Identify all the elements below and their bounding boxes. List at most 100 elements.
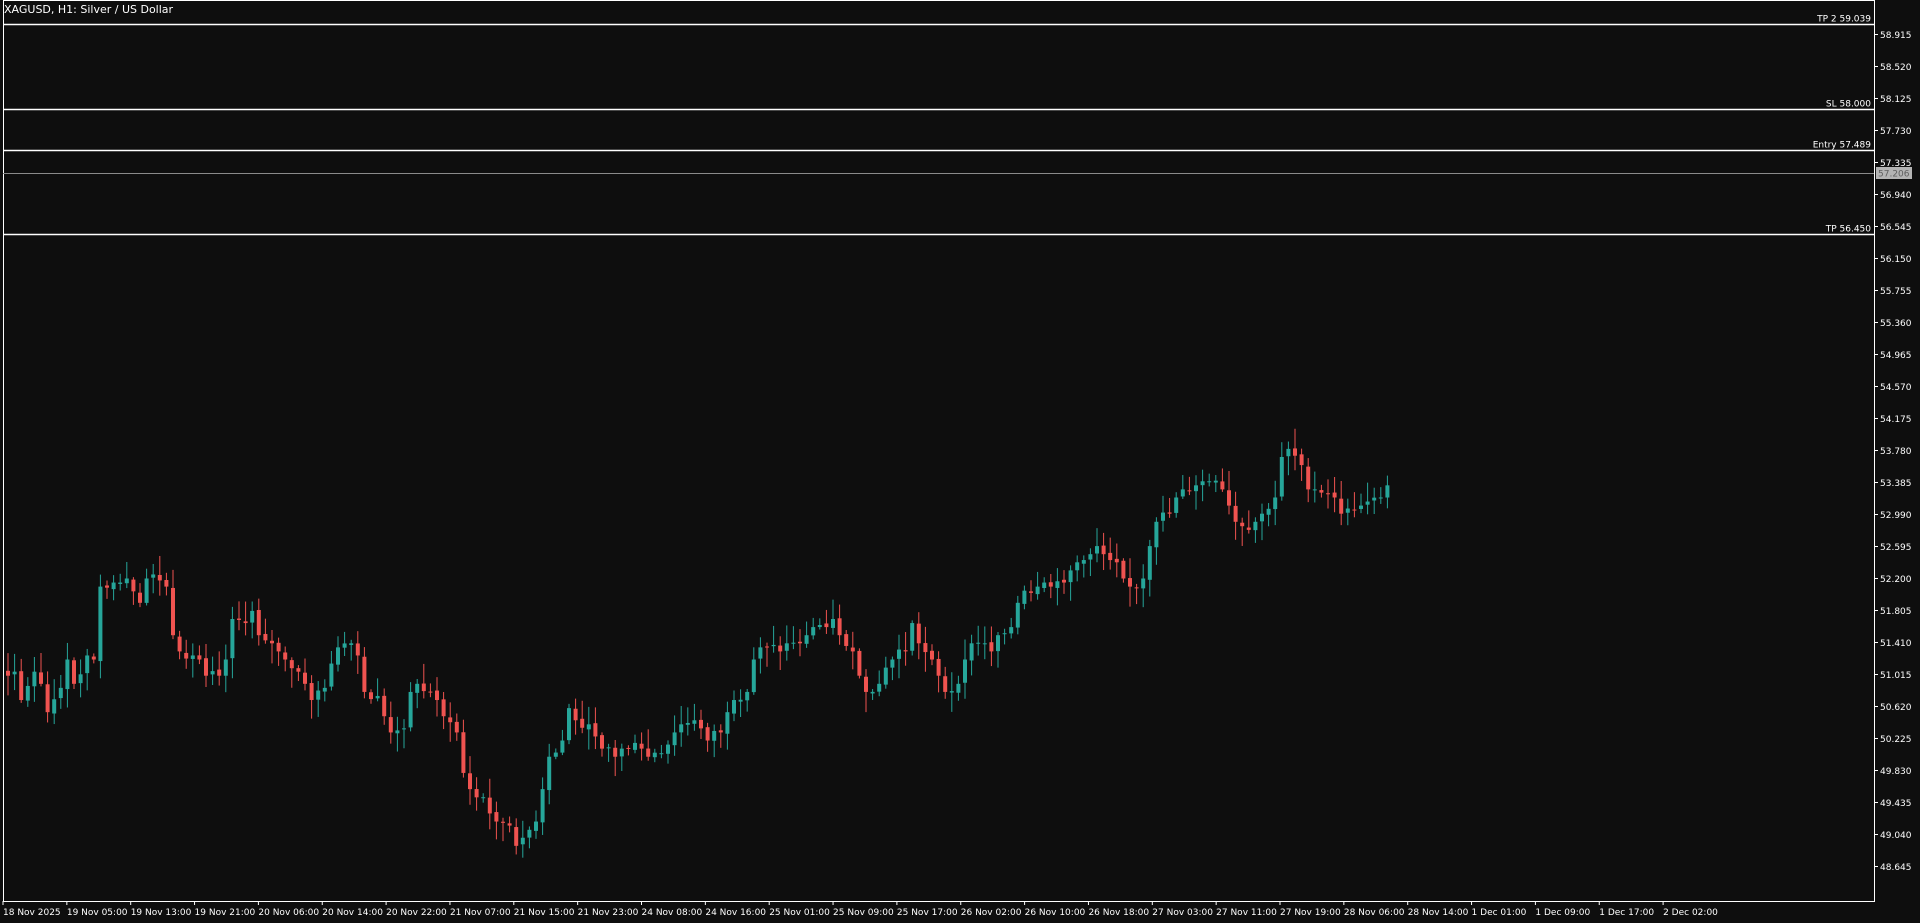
price-tick-label: 51.015: [1880, 671, 1912, 681]
candle: [1339, 480, 1344, 526]
price-tick-label: 54.175: [1880, 415, 1912, 425]
candle: [943, 666, 948, 699]
candle: [956, 675, 961, 701]
candle: [1134, 583, 1139, 605]
candle: [1088, 548, 1093, 577]
candle: [732, 690, 736, 722]
candle: [507, 816, 512, 833]
time-tick-label: 25 Nov 09:00: [833, 908, 894, 918]
candle: [586, 706, 591, 750]
candle: [342, 631, 347, 657]
price-tick-label: 49.435: [1880, 799, 1912, 809]
candle: [1273, 480, 1278, 526]
candle: [39, 652, 43, 687]
candle: [877, 670, 882, 697]
time-tick-label: 26 Nov 10:00: [1025, 908, 1086, 918]
candle: [1378, 487, 1383, 504]
candle: [514, 818, 519, 855]
candle: [276, 637, 281, 666]
candle: [1352, 492, 1357, 518]
trade-level-line[interactable]: TP 56.450: [3, 225, 1874, 236]
candle: [322, 679, 327, 702]
trade-level-line[interactable]: TP 2 59.039: [3, 15, 1874, 26]
candle: [890, 656, 895, 681]
candle: [435, 677, 439, 717]
candle: [1121, 558, 1126, 583]
candle: [672, 715, 677, 756]
candle: [1035, 571, 1040, 600]
candle: [1260, 503, 1264, 541]
time-tick-label: 20 Nov 22:00: [386, 908, 447, 918]
time-tick-label: 28 Nov 14:00: [1408, 908, 1469, 918]
candle: [626, 745, 631, 756]
price-tick-label: 51.805: [1880, 607, 1912, 617]
candle: [573, 698, 578, 735]
candle: [982, 626, 987, 660]
candle: [784, 625, 789, 661]
candle: [270, 630, 274, 664]
candle: [745, 688, 750, 712]
trade-level-line[interactable]: Entry 57.489: [3, 141, 1874, 152]
candle: [91, 653, 96, 664]
candle: [382, 688, 387, 725]
candle: [45, 671, 50, 723]
candle: [613, 740, 618, 777]
candle: [685, 707, 690, 736]
trade-level-line[interactable]: SL 58.000: [3, 100, 1874, 111]
candle: [798, 629, 802, 657]
candle: [1266, 503, 1271, 527]
candle: [256, 598, 261, 646]
price-tick-label: 54.570: [1880, 383, 1912, 393]
price-tick-label: 53.385: [1880, 479, 1912, 489]
candle: [936, 651, 941, 693]
candle: [1095, 528, 1099, 563]
candle: [415, 678, 420, 709]
candle: [1187, 476, 1192, 496]
candle: [699, 709, 703, 740]
candle: [316, 681, 321, 717]
time-tick-label: 19 Nov 05:00: [67, 908, 128, 918]
price-axis[interactable]: 58.915 58.520 58.125 57.730 57.335 56.940 56.5…: [1874, 31, 1912, 873]
candle: [481, 793, 486, 803]
candle: [1286, 441, 1291, 476]
candle: [963, 639, 967, 699]
candle: [171, 569, 175, 640]
price-tick-label: 56.150: [1880, 255, 1912, 265]
candle: [751, 647, 756, 695]
candle: [659, 744, 664, 759]
candle: [652, 748, 657, 763]
candle: [243, 601, 248, 636]
candle: [309, 675, 314, 719]
candle: [811, 617, 816, 640]
price-tick-label: 56.940: [1880, 191, 1912, 201]
candles-layer: [6, 428, 1390, 858]
candle: [606, 743, 611, 762]
time-tick-label: 19 Nov 13:00: [131, 908, 192, 918]
price-tick-label: 58.520: [1880, 63, 1912, 73]
candle: [639, 732, 644, 761]
trade-level-label: Entry 57.489: [1813, 141, 1872, 151]
candle: [1306, 458, 1311, 503]
candle: [758, 637, 763, 674]
candle: [487, 778, 492, 830]
candle: [421, 663, 426, 699]
time-axis[interactable]: 18 Nov 2025 19 Nov 05:00 19 Nov 13:00 19 No…: [2, 901, 1718, 918]
candle: [1326, 479, 1330, 509]
candle: [177, 630, 182, 660]
candle: [738, 689, 743, 717]
candle: [217, 651, 222, 686]
candle: [547, 743, 552, 805]
candle: [1246, 510, 1251, 534]
candle: [600, 732, 604, 757]
candle: [910, 620, 915, 656]
candle: [930, 644, 934, 666]
candle: [72, 657, 76, 689]
time-tick-label: 27 Nov 11:00: [1216, 908, 1277, 918]
candle: [468, 756, 472, 805]
candle: [1068, 565, 1073, 601]
price-tick-label: 52.990: [1880, 511, 1912, 521]
time-tick-label: 24 Nov 16:00: [705, 908, 766, 918]
candle: [355, 631, 360, 674]
